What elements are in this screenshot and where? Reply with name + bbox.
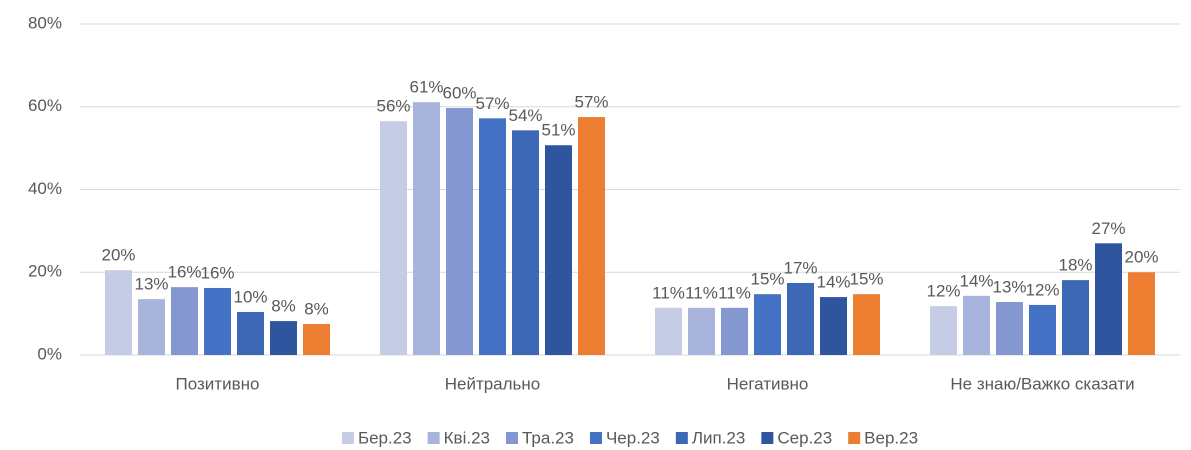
data-label: 12% — [926, 282, 960, 301]
data-label: 11% — [685, 283, 718, 302]
bar — [721, 307, 748, 355]
data-label: 57% — [574, 93, 608, 112]
legend-label: Кві.23 — [444, 428, 490, 447]
bar — [171, 287, 198, 355]
bar — [1062, 280, 1089, 355]
legend-swatch — [589, 432, 602, 444]
legend-label: Чер.23 — [606, 428, 660, 447]
bar — [578, 117, 605, 355]
data-label: 54% — [508, 106, 542, 125]
legend-swatch — [848, 432, 861, 444]
y-tick-label: 0% — [37, 344, 62, 363]
y-tick-label: 60% — [28, 96, 62, 115]
x-tick-label: Позитивно — [176, 374, 260, 393]
bar — [380, 121, 407, 355]
bar — [930, 306, 957, 355]
legend-label: Тра.23 — [522, 428, 574, 447]
x-tick-label: Негативно — [727, 374, 809, 393]
data-label: 60% — [442, 83, 476, 102]
data-label: 15% — [750, 270, 784, 289]
data-label: 8% — [304, 299, 329, 318]
y-tick-label: 80% — [28, 13, 62, 32]
data-label: 12% — [1025, 280, 1059, 299]
data-label: 20% — [1124, 248, 1158, 267]
legend-swatch — [427, 432, 440, 444]
bar — [1095, 243, 1122, 355]
data-label: 51% — [541, 121, 575, 140]
bar — [446, 107, 473, 356]
data-label: 16% — [167, 263, 201, 282]
data-label: 57% — [475, 94, 509, 113]
legend-swatch — [505, 432, 518, 444]
bar — [204, 287, 231, 355]
bar — [1029, 304, 1056, 355]
bar — [996, 302, 1023, 355]
data-label: 14% — [959, 271, 993, 290]
bar — [413, 102, 440, 355]
legend-swatch — [761, 432, 774, 444]
bar — [754, 294, 781, 355]
data-label: 8% — [271, 297, 296, 316]
bar — [105, 270, 132, 355]
bar — [138, 299, 165, 355]
legend-label: Вер.23 — [864, 428, 918, 447]
x-tick-label: Не знаю/Важко сказати — [950, 374, 1134, 393]
bar — [545, 145, 572, 355]
bar — [688, 307, 715, 355]
bar — [237, 311, 264, 355]
legend-swatch — [341, 432, 354, 444]
data-label: 14% — [816, 273, 850, 292]
y-tick-label: 40% — [28, 179, 62, 198]
bar — [1128, 272, 1155, 355]
data-label: 27% — [1091, 219, 1125, 238]
bar — [820, 297, 847, 355]
bar — [270, 321, 297, 355]
data-label: 11% — [652, 283, 685, 302]
bar — [787, 283, 814, 355]
data-label: 17% — [783, 258, 817, 277]
data-label: 61% — [409, 78, 443, 97]
bar — [303, 323, 330, 355]
data-label: 10% — [233, 287, 267, 306]
legend-label: Сер.23 — [777, 428, 832, 447]
legend-label: Лип.23 — [692, 428, 746, 447]
bar — [479, 118, 506, 356]
bar — [963, 295, 990, 355]
data-label: 13% — [992, 278, 1026, 297]
data-label: 11% — [718, 283, 751, 302]
data-label: 20% — [101, 246, 135, 265]
data-label: 15% — [849, 270, 883, 289]
data-label: 56% — [376, 97, 410, 116]
bar — [512, 130, 539, 355]
y-tick-label: 20% — [28, 262, 62, 281]
data-label: 16% — [200, 263, 234, 282]
legend-label: Бер.23 — [358, 428, 412, 447]
bar — [655, 307, 682, 355]
bar — [853, 294, 880, 355]
x-tick-label: Нейтрально — [445, 374, 541, 393]
legend-swatch — [675, 432, 688, 444]
data-label: 18% — [1058, 256, 1092, 275]
data-label: 13% — [134, 275, 168, 294]
